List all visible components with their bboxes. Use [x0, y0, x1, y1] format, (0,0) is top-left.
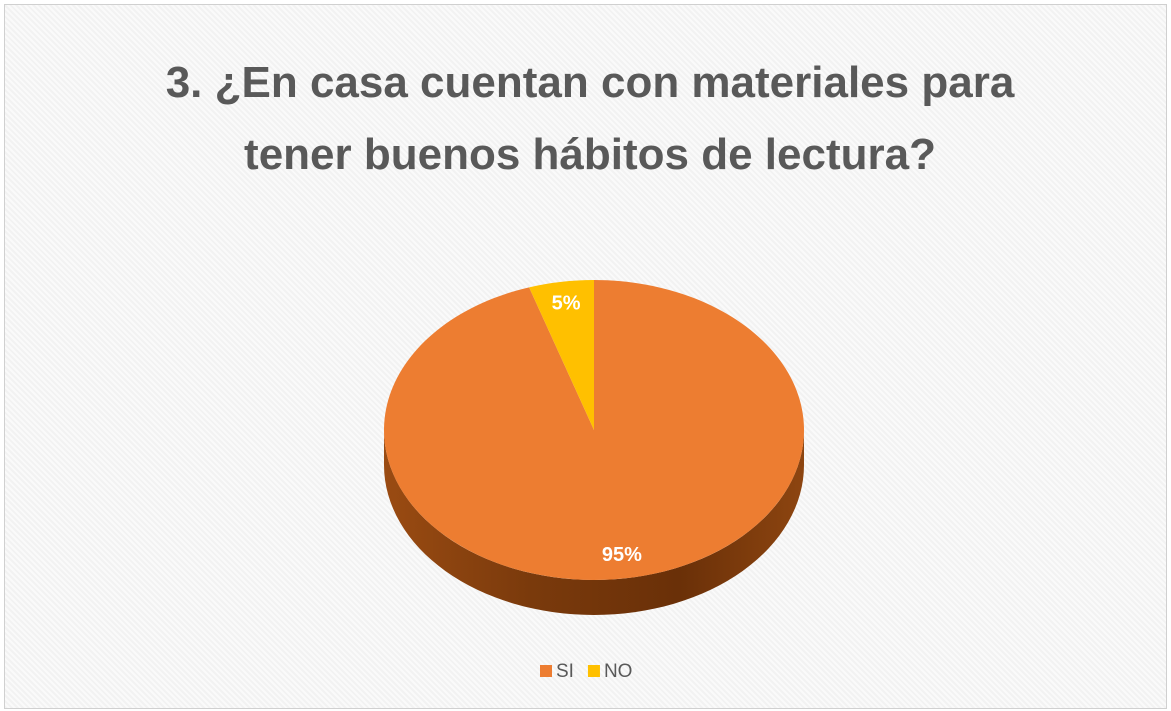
legend-label: SI — [556, 661, 574, 682]
data-label: 95% — [602, 544, 642, 566]
legend-swatch — [540, 665, 552, 677]
legend-swatch — [587, 665, 600, 677]
slice-side — [384, 430, 804, 615]
data-label: 5% — [552, 292, 581, 314]
slice — [529, 280, 594, 430]
legend-label: NO — [604, 661, 633, 682]
slice — [384, 280, 805, 580]
chart-title: 3. ¿En casa cuentan con materiales para … — [165, 58, 1039, 179]
